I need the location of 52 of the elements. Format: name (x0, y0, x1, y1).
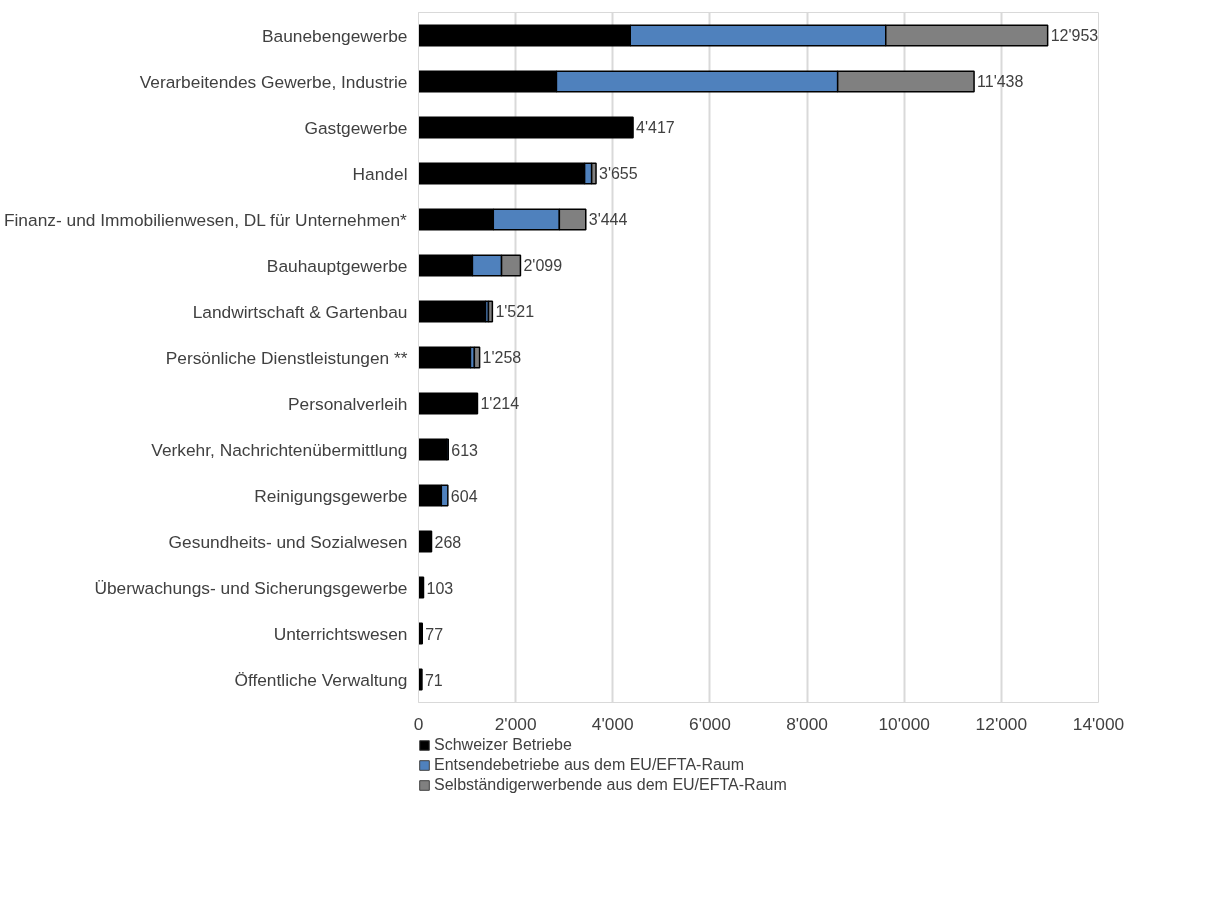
bar (418, 300, 487, 323)
total-label: 77 (425, 625, 444, 643)
x-tick-label: 6'000 (689, 713, 731, 734)
y-tick-label: Verkehr, Nachrichtenübermittlung (151, 439, 408, 460)
x-tick-label: 4'000 (591, 713, 634, 734)
legend-label: Schweizer Betriebe (434, 736, 572, 754)
total-label: 613 (451, 441, 479, 459)
total-label: 1'521 (495, 303, 535, 320)
bar (418, 530, 433, 553)
bar (418, 668, 423, 691)
bar (418, 438, 448, 461)
bar (418, 576, 425, 599)
x-tick-label: 10'000 (878, 713, 930, 734)
total-label: 3'655 (599, 165, 638, 182)
x-tick-label: 0 (413, 713, 424, 734)
total-label: 3'444 (588, 211, 628, 228)
y-tick-label: Landwirtschaft & Gartenbau (192, 301, 408, 322)
total-label: 268 (434, 533, 462, 551)
y-tick-label: Gesundheits- und Sozialwesen (168, 531, 408, 552)
bar (418, 346, 472, 369)
y-tick-label: Gastgewerbe (304, 117, 408, 138)
total-label: 2'099 (523, 257, 563, 274)
x-tick-label: 8'000 (786, 713, 828, 734)
y-tick-label: Verarbeitendes Gewerbe, Industrie (139, 71, 408, 92)
total-label: 1'258 (482, 349, 522, 366)
y-tick-label: Baunebengewerbe (262, 25, 408, 46)
bar (418, 392, 479, 415)
total-label: 11'438 (977, 73, 1024, 90)
y-tick-label: Finanz- und Immobilienwesen, DL für Unternehmen* (3, 209, 408, 230)
y-tick-label: Personalverleih (288, 393, 408, 414)
y-tick-label: Öffentliche Verwaltung (234, 669, 408, 690)
total-label: 103 (426, 579, 454, 597)
legend-label: Entsendebetriebe aus dem EU/EFTA-Raum (434, 756, 745, 774)
y-tick-label: Unterrichtswesen (273, 623, 408, 644)
y-tick-label: Persönliche Dienstleistungen ** (165, 347, 408, 368)
y-tick-label: Handel (352, 163, 408, 184)
total-label: 1'214 (480, 395, 520, 412)
y-tick-label: Bauhauptgewerbe (266, 255, 408, 276)
total-label: 71 (424, 671, 443, 689)
total-label: 12'953 (1050, 27, 1099, 44)
bar (418, 622, 423, 645)
bar (487, 300, 494, 323)
y-tick-label: Reinigungsgewerbe (254, 485, 408, 506)
x-tick-label: 14'000 (1072, 713, 1125, 734)
total-label: 604 (450, 487, 478, 505)
legend-label: Selbständigerwerbende aus dem EU/EFTA-Raum (434, 776, 787, 794)
x-tick-label: 12'000 (975, 713, 1028, 734)
total-label: 4'417 (636, 119, 675, 136)
y-tick-label: Überwachungs- und Sicherungsgewerbe (94, 577, 408, 598)
x-tick-label: 2'000 (494, 713, 537, 734)
bar (473, 346, 481, 369)
bar (418, 116, 634, 139)
